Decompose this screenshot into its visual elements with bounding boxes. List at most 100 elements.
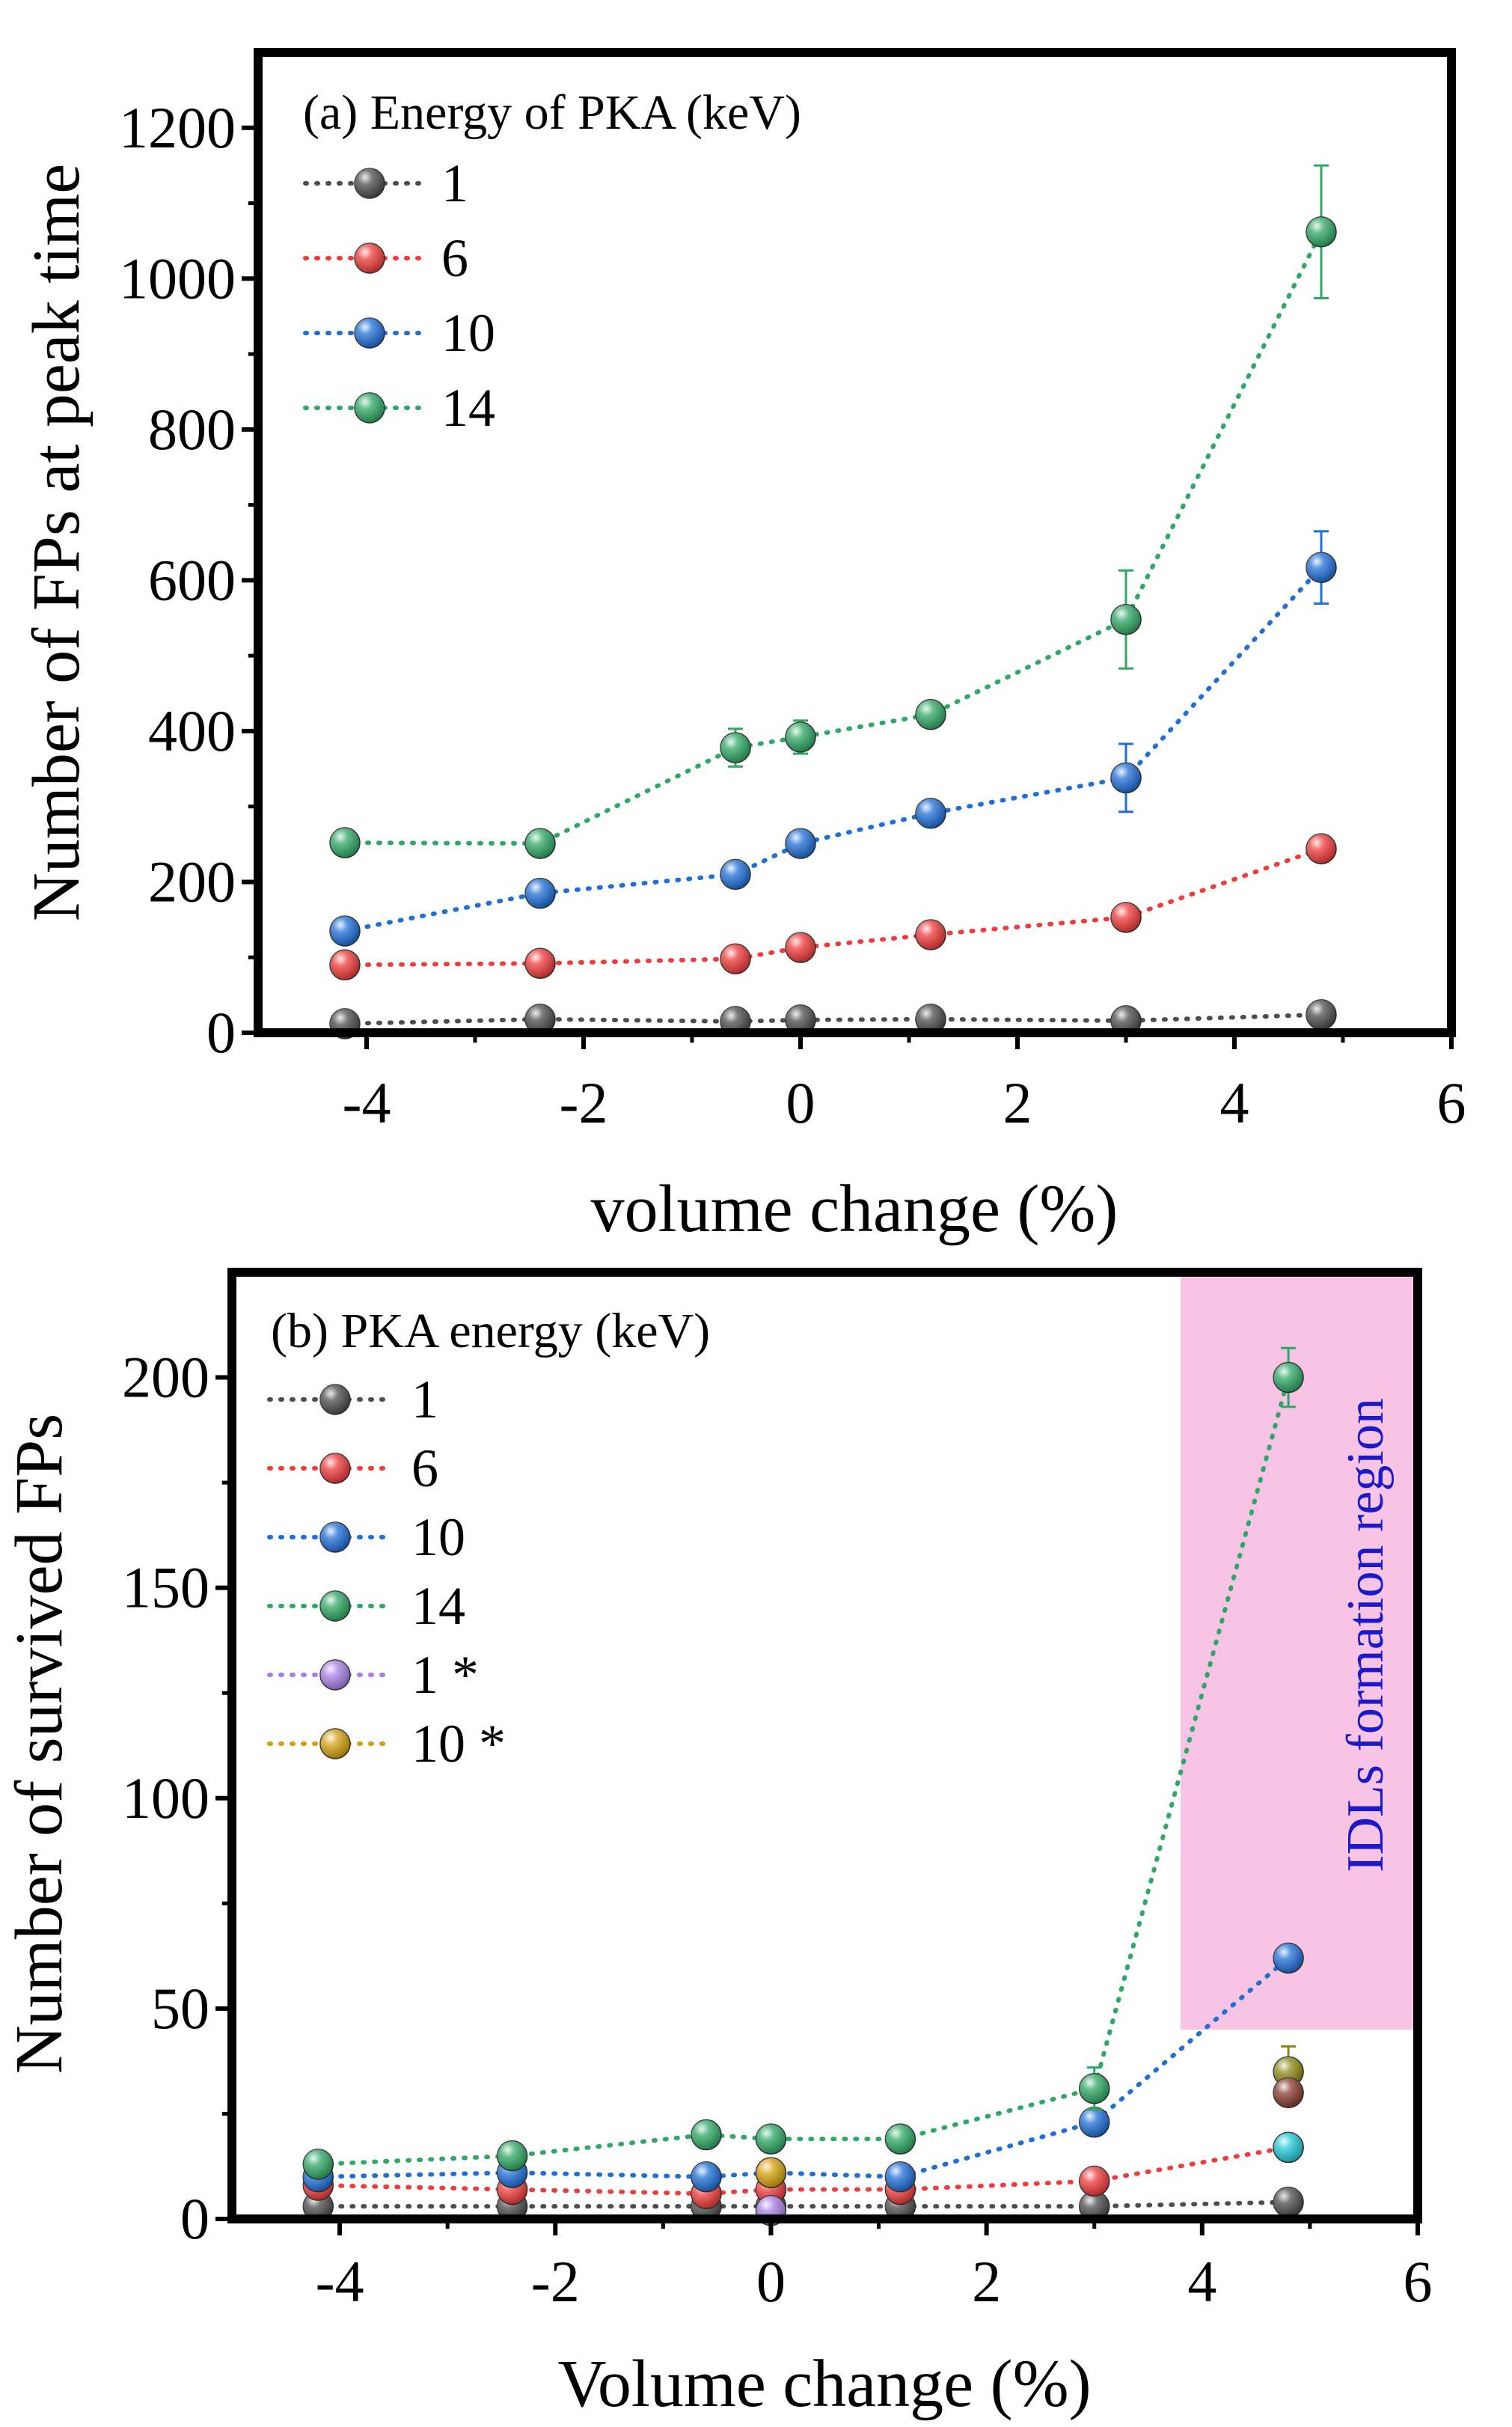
panel-a-x-tick-label: 0 <box>786 1070 815 1135</box>
panel-a-series-1-line <box>343 846 1323 968</box>
panel-b-x-tick-label: 2 <box>972 2249 1001 2314</box>
panel-b-x-tick-label: -2 <box>531 2249 580 2314</box>
panel-b-series-1-line <box>316 2145 1291 2196</box>
panel-b-series-3-point <box>884 2123 916 2155</box>
panel-a-series-1-point <box>1110 902 1142 933</box>
panel-a-series-3-point <box>785 721 816 753</box>
panel-a-legend-marker <box>354 392 385 424</box>
panel-b-y-tick-label: 50 <box>151 1976 209 2041</box>
panel-b-legend-label: 14 <box>411 1576 465 1636</box>
panel-a-y-tick-label: 800 <box>148 397 236 462</box>
panel-a-legend-label: 6 <box>441 228 468 288</box>
panel-a-plot-frame <box>254 48 1456 1037</box>
panel-a-series-2-point <box>915 798 946 829</box>
panel-b-series-0-line <box>316 2199 1291 2209</box>
panel-a-series-3-point <box>915 699 946 730</box>
panel-a-series-2-point <box>1110 762 1142 794</box>
panel-b-series-3-point <box>691 2119 722 2151</box>
panel-a-series-1-point <box>720 943 751 974</box>
panel-a-series-0-line <box>343 1012 1323 1026</box>
panel-b-legend-marker <box>319 1659 351 1691</box>
panel-a-series-0-point <box>785 1004 816 1036</box>
panel-a-series-1-point <box>524 947 556 980</box>
panel-b-series-3-point <box>1273 1361 1304 1393</box>
panel-b-legend-title: (b) PKA energy (keV) <box>271 1304 710 1358</box>
panel-a-x-tick-label: -4 <box>343 1070 391 1135</box>
panel-b-series-5-point <box>755 2157 787 2188</box>
panel-b-series-1-point <box>1078 2165 1110 2197</box>
panel-b-x-axis-title: Volume change (%) <box>557 2347 1091 2421</box>
panel-a-x-tick-label: -2 <box>560 1070 608 1135</box>
panel-b-legend-marker <box>319 1453 351 1484</box>
panel-a-legend-marker <box>354 317 385 349</box>
panel-b-legend-label: 1 * <box>411 1645 479 1705</box>
panel-a-series-2-point <box>329 915 361 947</box>
panel-a-series-2-line <box>343 565 1323 933</box>
panel-b-legend-marker <box>319 1384 351 1415</box>
panel-b-legend-label: 6 <box>411 1438 438 1498</box>
panel-b-y-tick-label: 100 <box>122 1765 209 1831</box>
panel-b-y-tick-label: 200 <box>122 1345 209 1410</box>
panel-a-series-0-point <box>1306 999 1337 1031</box>
panel-b-series-3-point <box>302 2149 334 2180</box>
panel-b-y-axis-title: Number of survived FPs <box>2 1414 76 2074</box>
panel-a-series-1-point <box>1306 833 1337 864</box>
panel-a-legend: 1 6 10 14 <box>303 153 495 438</box>
panel-a-legend-title: (a) Energy of PKA (keV) <box>303 85 801 140</box>
panel-b-plot <box>302 1346 1304 2226</box>
panel-b-series-2-point <box>1273 1942 1304 1974</box>
panel-b-y-tick-label: 0 <box>180 2186 209 2251</box>
panel-a-legend-marker <box>354 168 385 199</box>
panel-b-series-2-point <box>884 2161 916 2193</box>
panel-a-series-2-point <box>524 877 556 909</box>
panel-a-series-3-point <box>1306 216 1337 248</box>
panel-b-legend-marker <box>319 1728 351 1759</box>
panel-b-series-3-point <box>496 2140 528 2172</box>
panel-b: -4 -2 0 2 4 6 0 50 100 150 200 IDLs formation regi… <box>2 1268 1433 2421</box>
panel-a: -4 -2 0 2 4 6 0 200 400 600 800 1000 1200 (a) Energy… <box>19 48 1466 1246</box>
panel-a-series-1-point <box>915 919 946 950</box>
panel-b-series-3-point <box>1078 2072 1110 2104</box>
panel-a-series-3-point <box>329 827 361 858</box>
panel-a-x-tick-label: 4 <box>1220 1070 1249 1135</box>
panel-a-series-3-point <box>1110 604 1142 635</box>
panel-a-series-2-point <box>785 828 816 859</box>
panel-a-x-tick-label: 2 <box>1003 1070 1032 1135</box>
panel-b-legend-label: 1 <box>411 1370 438 1429</box>
panel-a-x-axis-title: volume change (%) <box>591 1172 1118 1246</box>
panel-a-legend-label: 10 <box>441 303 495 363</box>
panel-b-plot-frame <box>227 1268 1422 2223</box>
panel-b-legend-label: 10 <box>411 1507 465 1567</box>
panel-b-extra-point <box>1273 2077 1304 2109</box>
panel-b-series-2-point <box>1078 2106 1110 2138</box>
panel-a-legend-marker <box>354 242 385 274</box>
panel-a-series-1-point <box>785 932 816 963</box>
panel-b-series-2-point <box>691 2161 722 2193</box>
panel-a-y-tick-label: 1200 <box>119 95 236 160</box>
panel-b-series-0-point <box>1273 2186 1304 2218</box>
panel-a-y-tick-label: 0 <box>206 1000 236 1065</box>
panel-a-series-0-point <box>1110 1005 1142 1037</box>
panel-a-y-tick-label: 200 <box>148 849 236 914</box>
panel-a-series-2-point <box>1306 552 1337 584</box>
panel-a-series-3-point <box>524 828 556 859</box>
panel-b-x-tick-label: 0 <box>756 2249 786 2314</box>
panel-b-x-tick-label: 4 <box>1187 2249 1216 2314</box>
panel-b-legend-marker <box>319 1590 351 1622</box>
panel-a-series-1-point <box>329 949 361 981</box>
panel-a-series-2-point <box>720 858 751 891</box>
panel-b-x-tick-label: 6 <box>1404 2249 1433 2314</box>
panel-b-legend: 1 6 10 14 1 * 10 * <box>267 1370 506 1774</box>
panel-b-x-tick-label: -4 <box>316 2249 364 2314</box>
panel-b-legend-label: 10 * <box>411 1714 506 1774</box>
panel-b-extra-point <box>1273 2131 1304 2164</box>
panel-b-y-tick-label: 150 <box>122 1555 209 1620</box>
panel-b-legend-marker <box>319 1521 351 1553</box>
panel-a-y-axis-title: Number of FPs at peak time <box>19 164 94 921</box>
panel-a-y-tick-label: 600 <box>148 547 236 612</box>
panel-a-ticks: -4 -2 0 2 4 6 0 200 400 600 800 1000 1200 <box>119 95 1466 1135</box>
idl-formation-region <box>1181 1272 1418 2030</box>
panel-a-legend-label: 14 <box>441 378 495 438</box>
panel-a-x-tick-label: 6 <box>1437 1070 1466 1135</box>
